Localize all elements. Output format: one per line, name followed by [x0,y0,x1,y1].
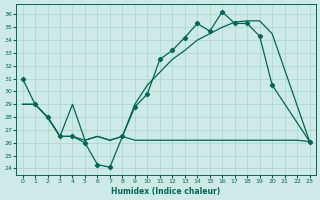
X-axis label: Humidex (Indice chaleur): Humidex (Indice chaleur) [111,187,221,196]
